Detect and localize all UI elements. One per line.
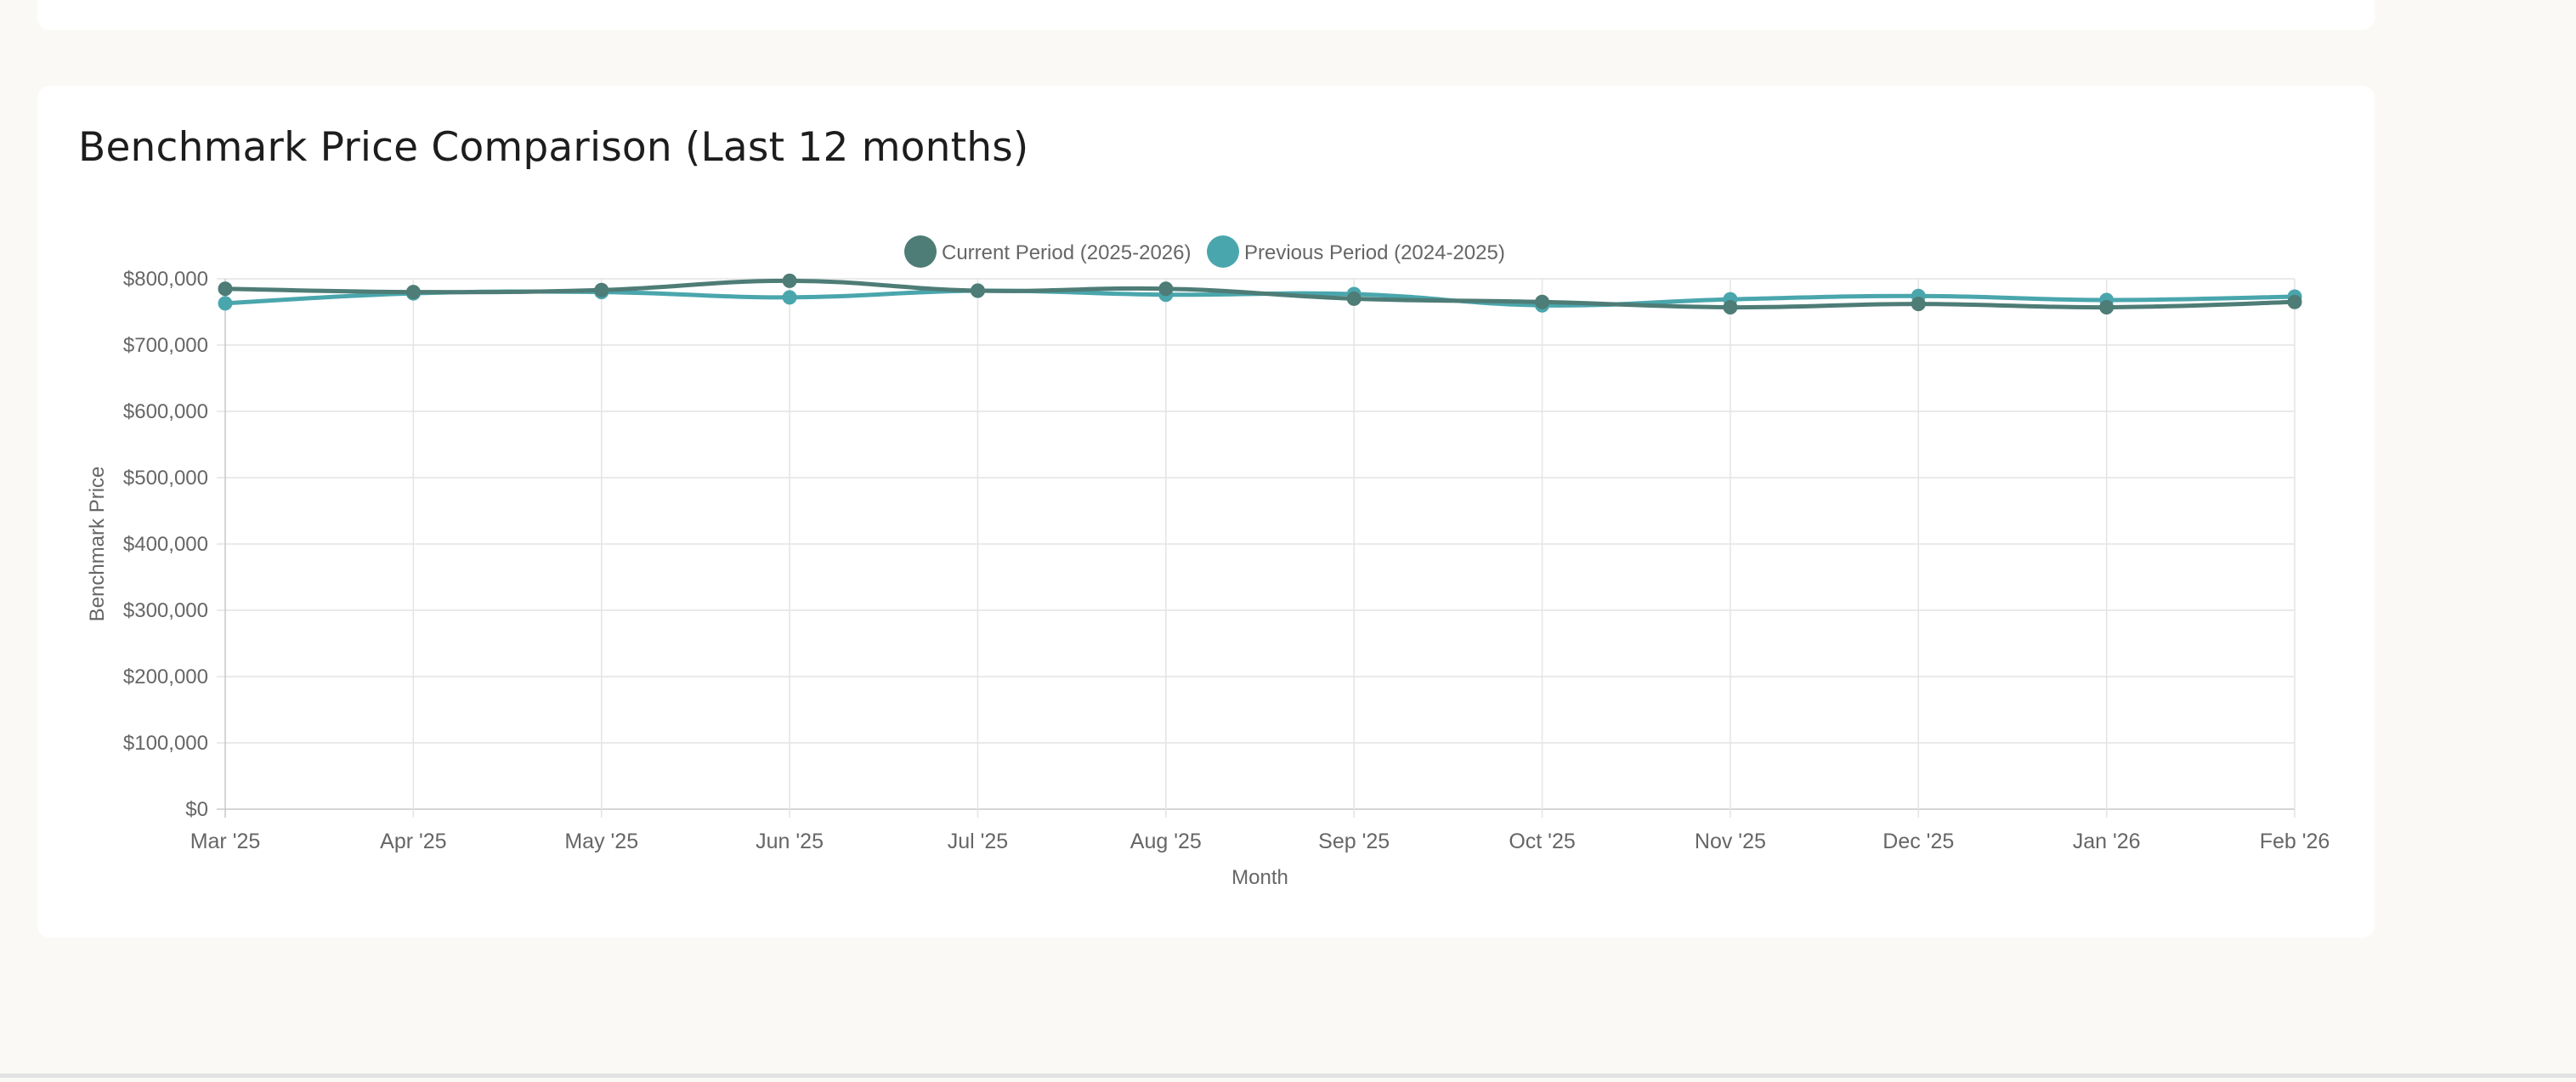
y-tick-label: $700,000 xyxy=(123,334,208,357)
y-tick-label: $400,000 xyxy=(123,533,208,556)
x-tick-label: Sep '25 xyxy=(1318,830,1390,853)
x-tick-label: Nov '25 xyxy=(1695,830,1766,853)
data-point xyxy=(782,290,797,305)
y-tick-label: $300,000 xyxy=(123,599,208,622)
data-point xyxy=(1346,291,1362,306)
x-tick-label: May '25 xyxy=(564,830,638,853)
data-point xyxy=(218,281,233,297)
data-point xyxy=(218,296,233,311)
card-title: Benchmark Price Comparison (Last 12 mont… xyxy=(78,124,1029,171)
data-point xyxy=(1911,297,1926,312)
y-tick-label: $800,000 xyxy=(123,268,208,291)
y-tick-label: $200,000 xyxy=(123,666,208,688)
y-tick-label: $0 xyxy=(185,798,208,821)
previous-card xyxy=(37,0,2375,30)
y-axis-title: Benchmark Price xyxy=(86,467,109,622)
y-axis-ticks: $0 $100,000 $200,000 $300,000 $400,000 $500,0… xyxy=(123,268,208,821)
data-point xyxy=(1535,294,1550,309)
legend-swatch xyxy=(904,235,937,268)
data-point xyxy=(970,283,985,298)
legend-label: Current Period (2025-2026) xyxy=(942,241,1192,264)
x-tick-label: Aug '25 xyxy=(1130,830,1202,853)
data-point xyxy=(1158,281,1174,297)
legend-swatch xyxy=(1207,235,1239,268)
x-tick-label: Jun '25 xyxy=(756,830,824,853)
x-tick-label: Jul '25 xyxy=(948,830,1008,853)
y-tick-label: $500,000 xyxy=(123,467,208,490)
x-tick-label: Jan '26 xyxy=(2073,830,2141,853)
data-point xyxy=(782,273,797,288)
chart-series xyxy=(218,273,2302,315)
data-point xyxy=(594,282,609,297)
data-point xyxy=(1723,300,1738,315)
x-axis-title: Month xyxy=(1231,866,1288,889)
x-tick-label: Mar '25 xyxy=(190,830,261,853)
chart-legend: Current Period (2025-2026) Previous Perio… xyxy=(904,235,1505,268)
y-tick-label: $600,000 xyxy=(123,400,208,423)
series-line xyxy=(224,278,2296,310)
x-tick-label: Apr '25 xyxy=(380,830,446,853)
data-point xyxy=(2099,300,2115,315)
legend-label: Previous Period (2024-2025) xyxy=(1244,241,1505,264)
data-point xyxy=(2287,294,2302,309)
x-tick-label: Dec '25 xyxy=(1882,830,1954,853)
chart-card xyxy=(37,86,2375,938)
x-axis-ticks: Mar '25 Apr '25 May '25 Jun '25 Jul '25 Aug '… xyxy=(190,830,2330,853)
bottom-divider xyxy=(0,1074,2576,1078)
data-point xyxy=(405,285,421,300)
x-tick-label: Feb '26 xyxy=(2260,830,2330,853)
x-tick-label: Oct '25 xyxy=(1509,830,1575,853)
chart-grid xyxy=(217,278,2296,818)
y-tick-label: $100,000 xyxy=(123,732,208,755)
